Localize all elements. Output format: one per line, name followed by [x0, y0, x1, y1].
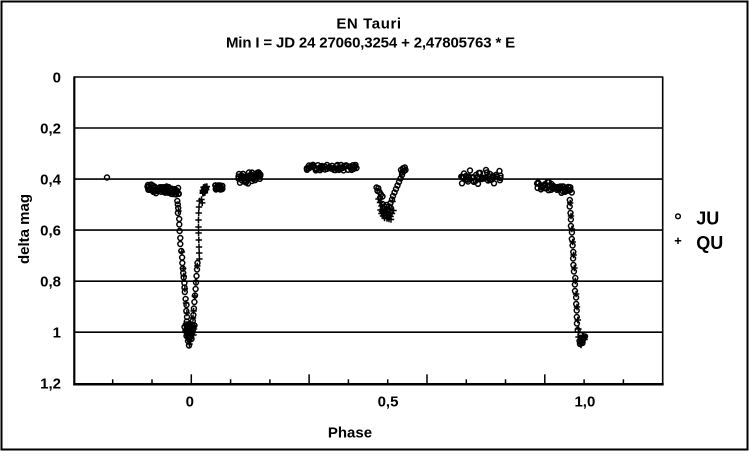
svg-text:Min I = JD 24 27060,3254 + 2,4: Min I = JD 24 27060,3254 + 2,47805763 * … — [226, 35, 515, 52]
svg-text:0,8: 0,8 — [40, 274, 61, 291]
svg-text:0: 0 — [53, 69, 61, 86]
svg-text:0: 0 — [186, 393, 194, 410]
svg-text:delta mag: delta mag — [16, 194, 33, 264]
svg-text:QU: QU — [696, 233, 723, 253]
svg-text:0,2: 0,2 — [40, 120, 61, 137]
svg-text:Phase: Phase — [328, 425, 372, 442]
svg-text:1: 1 — [53, 325, 61, 342]
svg-text:1,2: 1,2 — [40, 376, 61, 393]
svg-text:EN Tauri: EN Tauri — [336, 16, 401, 33]
svg-text:0,6: 0,6 — [40, 223, 61, 240]
svg-text:0,5: 0,5 — [378, 393, 399, 410]
svg-text:0,4: 0,4 — [40, 172, 62, 189]
svg-text:1,0: 1,0 — [574, 393, 595, 410]
svg-text:JU: JU — [696, 208, 719, 228]
